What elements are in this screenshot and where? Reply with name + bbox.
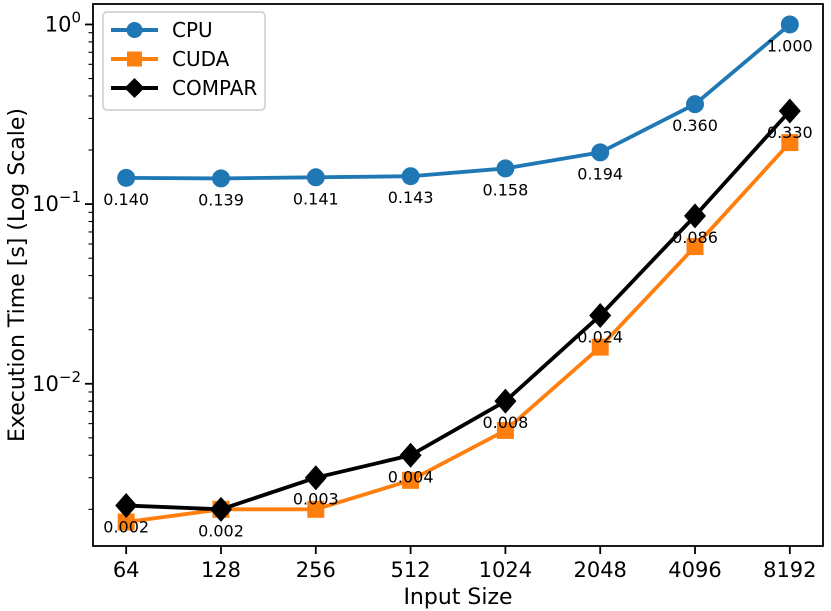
x-tick-label: 128 <box>201 558 241 582</box>
x-axis-label: Input Size <box>403 585 512 610</box>
x-tick-label: 256 <box>296 558 336 582</box>
legend-label-cuda: CUDA <box>172 47 230 71</box>
data-label-cpu: 0.140 <box>103 190 149 209</box>
cpu-marker-icon <box>126 22 143 38</box>
marker-compar <box>589 302 612 328</box>
data-labels: 0.140 0.139 0.141 0.143 0.158 0.194 0.360 1.000… <box>103 36 812 540</box>
x-tick-label: 2048 <box>573 558 626 582</box>
marker-cpu <box>211 169 230 188</box>
data-label-cpu: 0.158 <box>482 180 528 199</box>
series-line-compar <box>124 109 792 512</box>
series-line-cuda <box>124 140 792 524</box>
data-label-compar: 0.004 <box>388 467 434 486</box>
y-tick-label: 10−2 <box>32 368 81 396</box>
data-label-compar: 0.086 <box>672 228 718 247</box>
y-tick-label: 10−1 <box>32 188 81 216</box>
data-label-cpu: 0.141 <box>293 189 339 208</box>
marker-cuda <box>402 471 420 489</box>
marker-cpu <box>591 143 610 162</box>
marker-cpu <box>401 167 420 186</box>
legend-label-compar: COMPAR <box>172 76 257 100</box>
marker-cpu <box>780 15 799 34</box>
x-tick-label: 8192 <box>763 558 816 582</box>
marker-cpu <box>117 168 136 187</box>
marker-compar <box>209 496 232 522</box>
plot-area-frame <box>92 3 824 547</box>
data-series <box>115 15 801 531</box>
legend-item-cpu: CPU <box>111 18 213 42</box>
marker-cpu <box>686 95 705 114</box>
marker-cuda <box>117 513 135 531</box>
marker-cuda <box>781 134 799 152</box>
compar-marker-icon <box>124 78 145 98</box>
x-tick-label: 64 <box>113 558 140 582</box>
x-tick-label: 512 <box>391 558 431 582</box>
data-label-compar: 0.008 <box>482 413 528 432</box>
legend-frame <box>102 11 266 111</box>
data-label-compar: 0.024 <box>577 327 623 346</box>
marker-cpu <box>306 168 325 187</box>
series-line-cpu <box>124 22 792 181</box>
marker-compar <box>399 442 422 468</box>
marker-compar <box>684 203 707 229</box>
data-label-compar: 0.003 <box>293 490 339 509</box>
data-label-cpu: 0.194 <box>577 164 623 183</box>
marker-compar <box>115 493 138 519</box>
y-axis-label: Execution Time [s] (Log Scale) <box>5 108 30 442</box>
marker-cuda <box>307 500 325 518</box>
marker-cpu <box>496 159 515 178</box>
x-tick-label: 4096 <box>668 558 721 582</box>
y-tick-label: 100 <box>45 8 81 36</box>
data-label-compar: 0.330 <box>767 123 813 142</box>
marker-compar <box>494 388 517 414</box>
legend-item-cuda: CUDA <box>111 47 230 71</box>
data-label-compar: 0.002 <box>198 521 244 540</box>
legend-label-cpu: CPU <box>172 18 213 42</box>
data-label-cpu: 0.139 <box>198 190 244 209</box>
axis-ticks: 64 128 256 512 1024 2048 4096 8192 100 10−1 10−2 <box>32 8 816 582</box>
marker-cuda <box>496 421 514 439</box>
marker-cuda <box>591 338 609 356</box>
data-label-cpu: 0.143 <box>388 188 434 207</box>
marker-cuda <box>686 238 704 256</box>
marker-compar <box>778 98 801 124</box>
legend-item-compar: COMPAR <box>111 76 257 100</box>
data-label-compar: 0.002 <box>103 518 149 537</box>
x-tick-label: 1024 <box>479 558 532 582</box>
data-label-cpu: 1.000 <box>767 36 813 55</box>
data-label-cpu: 0.360 <box>672 116 718 135</box>
legend: CPU CUDA COMPAR <box>102 11 266 111</box>
cuda-marker-icon <box>127 51 142 67</box>
marker-compar <box>304 465 327 491</box>
